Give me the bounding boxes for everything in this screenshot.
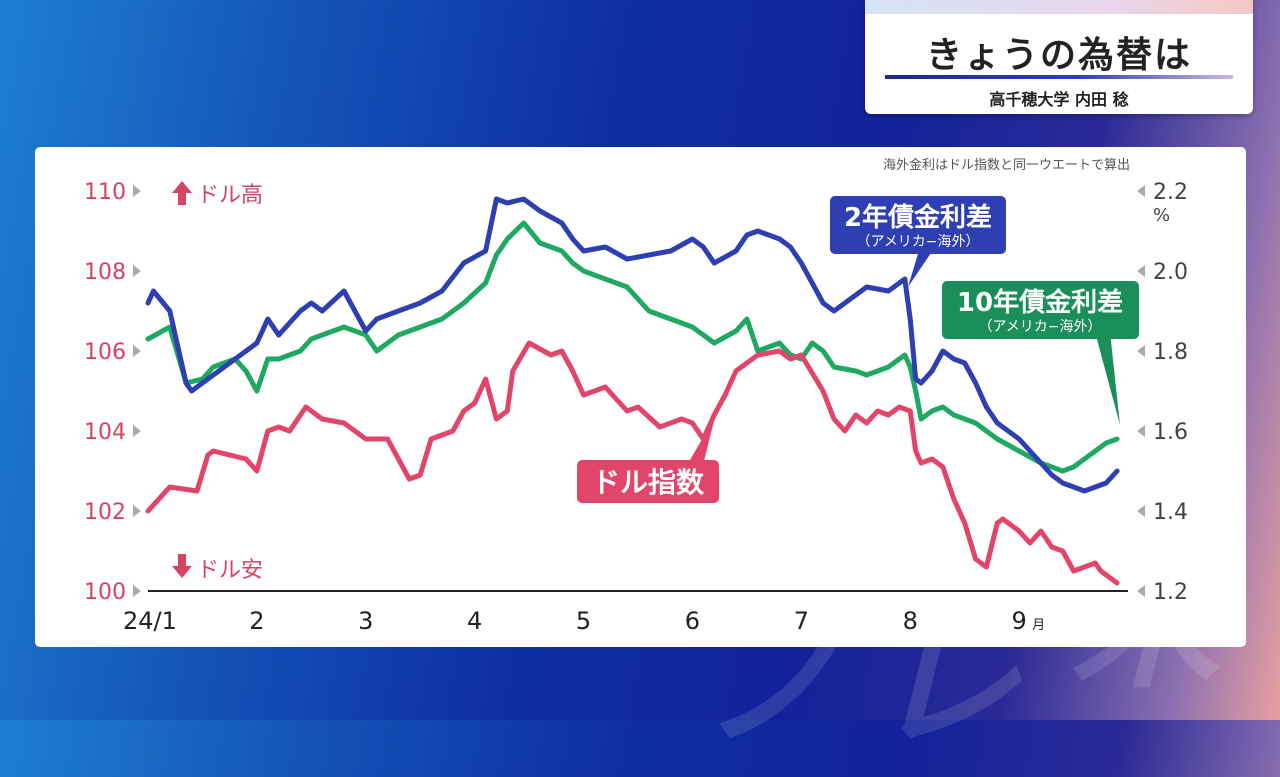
right-tick-label: 1.6	[1153, 420, 1188, 445]
label-2y-pointer	[908, 247, 935, 287]
right-tick-label: 2.0	[1153, 260, 1188, 285]
right-tick-marker	[1137, 345, 1145, 357]
x-tick-label: 9	[1011, 607, 1026, 635]
label-dxy-pointer	[687, 417, 715, 465]
label-10y-pointer	[1095, 332, 1120, 425]
label-2y-box	[830, 196, 1006, 254]
right-tick-label: 1.2	[1153, 580, 1188, 605]
left-tick-label: 108	[84, 260, 126, 285]
label-10y-spread: 10年債金利差 （アメリカ−海外）	[942, 281, 1139, 425]
right-axis: 2.2 2.0 1.8 1.6 1.4 1.2	[1137, 180, 1188, 605]
label-10y-sub: （アメリカ−海外）	[978, 319, 1101, 335]
right-tick-marker	[1137, 185, 1145, 197]
right-tick-label: 1.8	[1153, 340, 1188, 365]
chart-note: 海外金利はドル指数と同一ウエートで算出	[883, 157, 1130, 173]
presenter-name: 高千穂大学 内田 稔	[989, 90, 1129, 109]
right-tick-marker	[1137, 425, 1145, 437]
x-tick-label: 3	[358, 607, 373, 635]
x-tick-label: 7	[794, 607, 809, 635]
left-tick-label: 104	[84, 420, 126, 445]
dollar-strong-text: ドル高	[197, 183, 263, 208]
x-tick-label: 4	[467, 607, 482, 635]
x-unit-label: 月	[1032, 618, 1045, 633]
right-tick-label: 1.4	[1153, 500, 1188, 525]
label-10y-box	[942, 281, 1139, 339]
arrow-up-icon	[172, 181, 192, 205]
arrow-down-icon	[172, 554, 192, 578]
left-tick-marker	[133, 425, 141, 437]
dollar-weak-text: ドル安	[197, 558, 263, 583]
x-tick-label: 6	[685, 607, 700, 635]
right-axis-unit: %	[1153, 205, 1170, 226]
label-dollar-index: ドル指数	[577, 417, 719, 503]
label-2y-title: 2年債金利差	[844, 202, 992, 233]
label-dxy-box	[577, 460, 719, 503]
x-axis-ticks: 24/1 2 3 4 5 6 7 8 9 月	[123, 607, 1045, 635]
title-divider	[885, 75, 1233, 79]
left-tick-label: 100	[84, 580, 126, 605]
right-tick-marker	[1137, 585, 1145, 597]
right-tick-marker	[1137, 265, 1145, 277]
title-accent-strip	[865, 0, 1253, 14]
left-tick-marker	[133, 345, 141, 357]
left-tick-marker	[133, 505, 141, 517]
x-tick-label: 24/1	[123, 607, 177, 635]
label-2y-sub: （アメリカ−海外）	[856, 234, 979, 250]
x-tick-label: 5	[576, 607, 591, 635]
fx-chart: 海外金利はドル指数と同一ウエートで算出 110 108 106 104 102 100 2…	[84, 157, 1188, 635]
label-2y-spread: 2年債金利差 （アメリカ−海外）	[830, 196, 1006, 287]
series-line-2	[145, 220, 1120, 474]
left-tick-marker	[133, 585, 141, 597]
x-tick-label: 8	[903, 607, 918, 635]
left-tick-marker	[133, 185, 141, 197]
left-tick-label: 102	[84, 500, 126, 525]
right-tick-label: 2.2	[1153, 180, 1188, 205]
page-title: きょうの為替は	[925, 35, 1192, 76]
left-tick-label: 110	[84, 180, 126, 205]
series-lines	[145, 196, 1120, 586]
left-tick-marker	[133, 265, 141, 277]
dollar-weak-label: ドル安	[172, 554, 263, 583]
x-tick-label: 2	[249, 607, 264, 635]
series-line-0	[145, 340, 1120, 586]
label-10y-title: 10年債金利差	[957, 287, 1123, 318]
title-card: きょうの為替は 高千穂大学 内田 稔	[865, 0, 1253, 114]
label-dxy-title: ドル指数	[592, 466, 705, 499]
series-line-1	[145, 196, 1120, 494]
right-tick-marker	[1137, 505, 1145, 517]
left-tick-label: 106	[84, 340, 126, 365]
left-axis: 110 108 106 104 102 100	[84, 180, 141, 605]
dollar-strong-label: ドル高	[172, 181, 263, 208]
chart-panel: 海外金利はドル指数と同一ウエートで算出 110 108 106 104 102 100 2…	[35, 147, 1246, 647]
